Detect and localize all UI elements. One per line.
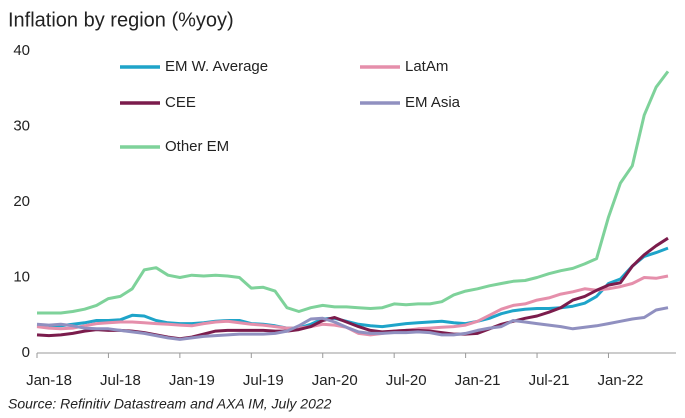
legend-label: EM W. Average [165,58,268,75]
y-tick-label: 0 [22,344,30,361]
y-tick-label: 10 [13,268,30,285]
x-tick-label: Jul-20 [386,372,427,389]
series-line [37,70,670,315]
legend-label: CEE [165,94,196,111]
x-tick-label: Jan-22 [598,372,644,389]
x-tick-label: Jan-21 [455,372,501,389]
y-tick-label: 40 [13,42,30,59]
x-tick-label: Jan-20 [312,372,358,389]
x-tick-label: Jul-19 [243,372,284,389]
y-tick-label: 20 [13,193,30,210]
legend-label: LatAm [405,58,448,75]
legend-label: Other EM [165,138,229,155]
x-tick-label: Jan-19 [169,372,215,389]
chart-title: Inflation by region (%yoy) [8,9,234,31]
series-line [36,306,669,341]
y-tick-label: 30 [13,117,30,134]
x-tick-label: Jan-18 [26,372,72,389]
source-note: Source: Refinitiv Datastream and AXA IM,… [8,396,332,412]
legend-label: EM Asia [405,94,461,111]
x-tick-label: Jul-21 [529,372,570,389]
x-tick-label: Jul-18 [100,372,141,389]
